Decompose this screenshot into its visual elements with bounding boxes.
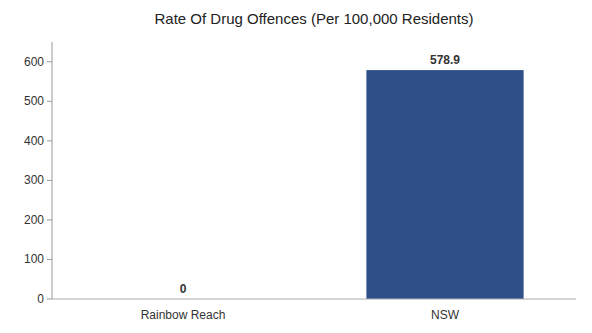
chart-svg: Rate Of Drug Offences (Per 100,000 Resid…: [0, 0, 592, 333]
data-label: 0: [180, 282, 187, 296]
y-tick-label: 400: [24, 134, 44, 148]
bars: [366, 70, 523, 299]
y-tick: [47, 180, 52, 181]
x-tick-label: Rainbow Reach: [141, 308, 226, 322]
y-tick-label: 0: [37, 292, 44, 306]
y-tick-label: 500: [24, 94, 44, 108]
y-axis-line: [52, 42, 53, 299]
y-tick: [47, 101, 52, 102]
y-tick: [47, 140, 52, 141]
y-tick-label: 100: [24, 252, 44, 266]
y-tick: [47, 219, 52, 220]
chart-container: Rate Of Drug Offences (Per 100,000 Resid…: [0, 0, 592, 333]
y-tick: [47, 299, 52, 300]
y-tick-label: 600: [24, 55, 44, 69]
y-tick: [47, 259, 52, 260]
bar: [366, 70, 523, 299]
x-tick-label: NSW: [431, 308, 460, 322]
y-tick: [47, 61, 52, 62]
chart-title: Rate Of Drug Offences (Per 100,000 Resid…: [154, 10, 473, 27]
y-tick-label: 200: [24, 213, 44, 227]
x-axis-line: [52, 299, 576, 300]
y-tick-label: 300: [24, 173, 44, 187]
data-label: 578.9: [430, 53, 460, 67]
